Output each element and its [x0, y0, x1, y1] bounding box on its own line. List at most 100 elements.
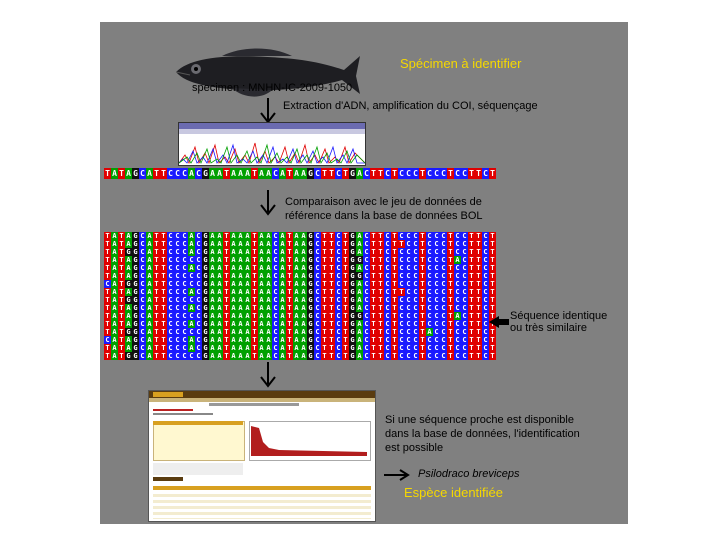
nucleotide-base: C — [440, 336, 447, 344]
nucleotide-base: A — [244, 352, 251, 360]
nucleotide-base: T — [370, 304, 377, 312]
nucleotide-base: C — [195, 304, 202, 312]
nucleotide-base: T — [153, 272, 160, 280]
nucleotide-base: A — [293, 336, 300, 344]
nucleotide-base: G — [132, 304, 139, 312]
right-arrow-icon — [384, 469, 410, 481]
nucleotide-base: T — [489, 240, 496, 248]
nucleotide-base: T — [370, 280, 377, 288]
nucleotide-base: C — [440, 320, 447, 328]
nucleotide-base: A — [237, 248, 244, 256]
nucleotide-base: C — [314, 280, 321, 288]
nucleotide-base: C — [181, 280, 188, 288]
nucleotide-base: A — [146, 168, 153, 179]
nucleotide-base: C — [405, 280, 412, 288]
nucleotide-base: T — [342, 256, 349, 264]
nucleotide-base: C — [272, 320, 279, 328]
nucleotide-base: C — [405, 264, 412, 272]
nucleotide-base: T — [104, 264, 111, 272]
nucleotide-base: A — [146, 256, 153, 264]
nucleotide-base: T — [342, 168, 349, 179]
nucleotide-base: C — [139, 304, 146, 312]
nucleotide-base: T — [447, 232, 454, 240]
nucleotide-base: T — [251, 312, 258, 320]
nucleotide-base: T — [475, 272, 482, 280]
nucleotide-base: T — [251, 248, 258, 256]
nucleotide-base: A — [293, 280, 300, 288]
nucleotide-base: A — [237, 264, 244, 272]
nucleotide-base: C — [139, 344, 146, 352]
nucleotide-base: T — [475, 280, 482, 288]
nucleotide-base: T — [286, 344, 293, 352]
nucleotide-base: G — [349, 240, 356, 248]
nucleotide-base: A — [146, 288, 153, 296]
nucleotide-base: C — [433, 344, 440, 352]
nucleotide-base: T — [377, 304, 384, 312]
nucleotide-base: C — [139, 168, 146, 179]
nucleotide-base: A — [265, 336, 272, 344]
nucleotide-base: A — [293, 272, 300, 280]
nucleotide-base: T — [447, 312, 454, 320]
nucleotide-base: C — [174, 168, 181, 179]
nucleotide-base: T — [391, 264, 398, 272]
nucleotide-base: A — [111, 296, 118, 304]
nucleotide-base: A — [293, 288, 300, 296]
nucleotide-base: T — [468, 344, 475, 352]
nucleotide-base: C — [440, 288, 447, 296]
nucleotide-base: T — [321, 320, 328, 328]
nucleotide-base: C — [412, 304, 419, 312]
nucleotide-base: A — [356, 264, 363, 272]
nucleotide-base: C — [412, 288, 419, 296]
nucleotide-base: T — [223, 344, 230, 352]
nucleotide-base: G — [307, 320, 314, 328]
nucleotide-base: A — [293, 256, 300, 264]
nucleotide-base: T — [370, 240, 377, 248]
nucleotide-base: T — [342, 304, 349, 312]
nucleotide-base: C — [433, 296, 440, 304]
nucleotide-base: C — [426, 312, 433, 320]
nucleotide-base: C — [174, 272, 181, 280]
nucleotide-base: C — [454, 320, 461, 328]
nucleotide-base: T — [342, 240, 349, 248]
nucleotide-base: C — [426, 240, 433, 248]
nucleotide-base: T — [475, 296, 482, 304]
nucleotide-base: T — [153, 288, 160, 296]
nucleotide-base: T — [475, 320, 482, 328]
nucleotide-base: C — [335, 344, 342, 352]
nucleotide-base: A — [125, 304, 132, 312]
nucleotide-base: C — [167, 312, 174, 320]
nucleotide-base: A — [216, 264, 223, 272]
nucleotide-base: C — [426, 352, 433, 360]
nucleotide-base: A — [279, 344, 286, 352]
nucleotide-base: C — [433, 280, 440, 288]
nucleotide-base: C — [174, 288, 181, 296]
nucleotide-base: T — [468, 280, 475, 288]
nucleotide-base: A — [265, 288, 272, 296]
nucleotide-base: A — [146, 352, 153, 360]
nucleotide-base: T — [370, 344, 377, 352]
nucleotide-base: T — [447, 272, 454, 280]
nucleotide-base: T — [286, 336, 293, 344]
nucleotide-base: T — [475, 328, 482, 336]
nucleotide-base: A — [258, 248, 265, 256]
nucleotide-base: A — [258, 256, 265, 264]
identical-text-1: Séquence identique — [510, 310, 608, 322]
nucleotide-base: T — [160, 168, 167, 179]
nucleotide-base: C — [174, 336, 181, 344]
nucleotide-base: T — [118, 168, 125, 179]
nucleotide-base: C — [195, 256, 202, 264]
nucleotide-base: T — [328, 240, 335, 248]
nucleotide-base: C — [314, 296, 321, 304]
nucleotide-base: T — [370, 312, 377, 320]
nucleotide-base: C — [139, 328, 146, 336]
nucleotide-base: C — [412, 344, 419, 352]
nucleotide-base: A — [146, 280, 153, 288]
nucleotide-base: A — [265, 296, 272, 304]
nucleotide-base: C — [440, 352, 447, 360]
nucleotide-base: C — [482, 232, 489, 240]
nucleotide-base: C — [384, 336, 391, 344]
nucleotide-base: T — [328, 232, 335, 240]
